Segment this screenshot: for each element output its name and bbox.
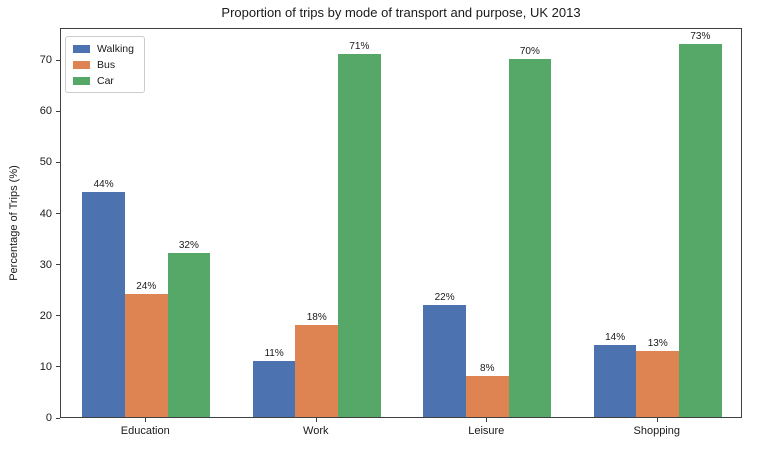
bar-car-shopping: [679, 43, 722, 417]
y-tick-label: 20: [39, 309, 52, 322]
bar-label-car-leisure: 70%: [519, 46, 540, 58]
bar-label-car-shopping: 73%: [690, 30, 711, 42]
legend: Walking Bus Car: [65, 36, 145, 93]
y-tick-label: 0: [45, 412, 52, 424]
bar-label-car-education: 32%: [178, 240, 199, 252]
bar-label-bus-leisure: 8%: [480, 363, 495, 375]
y-tick-mark: [56, 366, 60, 368]
bar-walking-shopping: [593, 345, 637, 417]
bar-label-walking-work: 11%: [264, 347, 284, 359]
bar-car-education: [167, 253, 211, 417]
x-tick-label: Work: [303, 425, 329, 437]
legend-label-bus: Bus: [97, 58, 116, 71]
bar-car-work: [338, 54, 381, 417]
y-tick-label: 70: [39, 54, 52, 67]
x-tick-mark: [315, 418, 317, 422]
bar-label-bus-work: 18%: [306, 311, 327, 323]
legend-item-bus: Bus: [73, 58, 134, 71]
legend-label-car: Car: [97, 74, 114, 87]
x-tick-mark: [145, 418, 147, 422]
x-tick-label: Leisure: [468, 425, 505, 437]
bar-bus-work: [295, 325, 339, 417]
legend-swatch-bus: [73, 60, 90, 69]
bar-label-bus-shopping: 13%: [647, 337, 668, 349]
y-tick-mark: [56, 264, 60, 266]
bar-label-bus-education: 24%: [136, 281, 157, 293]
bar-bus-shopping: [636, 350, 680, 417]
bar-walking-leisure: [423, 304, 466, 417]
y-tick-label: 60: [39, 105, 52, 118]
y-tick-label: 40: [39, 207, 52, 220]
y-tick-label: 10: [39, 360, 52, 373]
y-tick-mark: [56, 213, 60, 215]
bar-label-walking-education: 44%: [93, 179, 114, 191]
y-tick-mark: [56, 315, 60, 317]
legend-item-car: Car: [73, 74, 134, 87]
chart-title: Proportion of trips by mode of transport…: [221, 5, 581, 20]
legend-label-walking: Walking: [97, 42, 134, 55]
x-tick-mark: [486, 418, 488, 422]
bar-label-car-work: 71%: [349, 41, 370, 53]
plot-area: 44% 11% 22% 14% 24% 18% 8% 13% 32% 71% 70% 73%: [60, 28, 742, 418]
x-tick-label: Education: [120, 425, 170, 437]
y-tick-mark: [56, 59, 60, 61]
y-tick-label: 30: [39, 258, 52, 271]
bar-walking-work: [252, 360, 296, 417]
y-tick-mark: [56, 417, 60, 419]
legend-swatch-car: [73, 76, 90, 85]
bar-label-walking-leisure: 22%: [434, 291, 455, 303]
x-tick-label: Shopping: [633, 425, 681, 437]
y-tick-mark: [56, 161, 60, 163]
y-tick-mark: [56, 110, 60, 112]
bar-label-walking-shopping: 14%: [605, 332, 626, 344]
bar-walking-education: [82, 192, 125, 417]
legend-item-walking: Walking: [73, 42, 134, 55]
y-tick-label: 50: [39, 156, 52, 169]
bar-car-leisure: [508, 59, 552, 417]
legend-swatch-walking: [73, 44, 90, 53]
x-tick-mark: [656, 418, 658, 422]
bar-bus-leisure: [465, 376, 509, 417]
bar-bus-education: [124, 294, 168, 417]
